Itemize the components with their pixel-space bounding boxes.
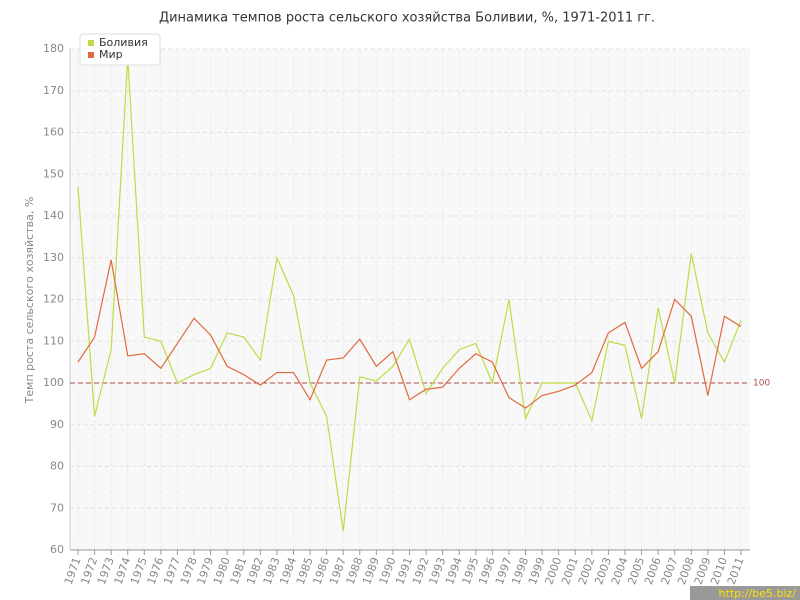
- watermark: http://be5.biz/: [719, 587, 797, 600]
- legend-label: Мир: [99, 48, 123, 61]
- y-tick-label: 170: [43, 84, 64, 97]
- watermark-bg: [690, 586, 800, 600]
- legend-label: Боливия: [99, 36, 148, 49]
- y-tick-label: 80: [50, 460, 64, 473]
- y-axis-title: Темп роста сельского хозяйства, %: [23, 197, 36, 405]
- legend-box: [79, 33, 161, 66]
- y-tick-label: 130: [43, 251, 64, 264]
- y-tick-label: 70: [50, 501, 64, 514]
- y-tick-label: 150: [43, 167, 64, 180]
- reference-label: 100: [753, 379, 770, 389]
- y-tick-label: 60: [50, 543, 64, 556]
- y-tick-label: 160: [43, 126, 64, 139]
- y-tick-label: 140: [43, 209, 64, 222]
- legend-swatch: [88, 52, 94, 58]
- y-tick-label: 110: [43, 334, 64, 347]
- y-tick-label: 180: [43, 42, 64, 55]
- series-line: [77, 57, 742, 532]
- legend-swatch: [88, 40, 94, 46]
- y-tick-label: 90: [50, 418, 64, 431]
- chart-title: Динамика темпов роста сельского хозяйств…: [159, 11, 655, 26]
- series-line: [77, 259, 742, 409]
- y-tick-label: 100: [43, 376, 64, 389]
- y-tick-label: 120: [43, 293, 64, 306]
